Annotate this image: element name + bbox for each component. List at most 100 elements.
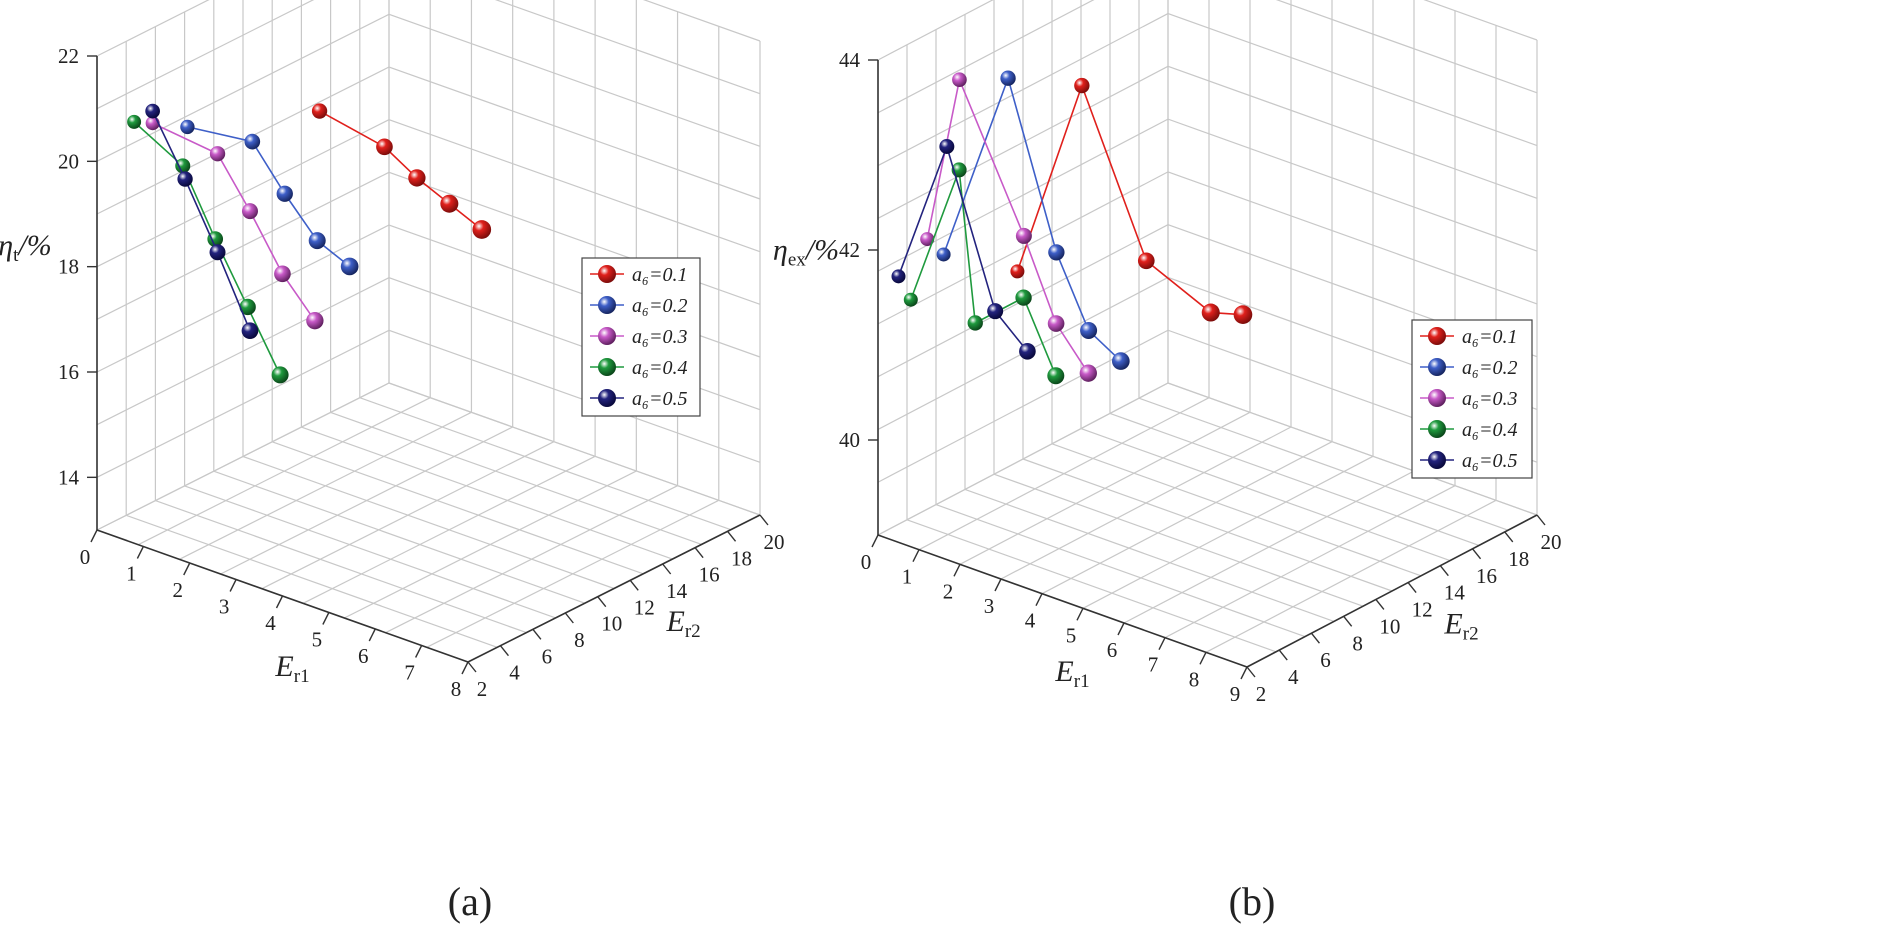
wall-grid-line: [96, 119, 761, 268]
z-axis-label-main: η: [773, 234, 788, 267]
x-tick-mark: [461, 661, 469, 675]
y-tick-mark: [597, 596, 607, 608]
x-tick-label: 4: [1025, 609, 1036, 633]
data-point-s5-2: [987, 303, 1004, 320]
floor-grid-line: [1080, 428, 1451, 562]
floor-grid-line: [125, 514, 498, 648]
floor-grid-line: [1109, 412, 1480, 546]
y-tick-label: 2: [477, 677, 488, 701]
data-point-s3-1: [306, 312, 324, 330]
x-axis-label-sub: r1: [1074, 671, 1090, 692]
wall-grid-line: [96, 329, 761, 478]
y-axis-label: Er2: [666, 605, 701, 642]
x-axis-label-main: E: [1054, 655, 1073, 688]
x-tick-mark: [953, 564, 961, 577]
data-point-s1-3: [1137, 252, 1155, 270]
legend-marker: [1428, 327, 1446, 345]
data-point-s4-3: [967, 315, 983, 331]
wall-grid-line: [877, 12, 1538, 167]
data-point-s1-5: [1010, 264, 1025, 279]
series-line-4: [133, 121, 281, 376]
data-point-s5-1: [1019, 342, 1036, 360]
x-tick-label: 3: [984, 594, 995, 618]
data-point-s4-5: [903, 292, 918, 307]
x-tick-mark: [1076, 608, 1084, 621]
y-tick-mark: [1407, 582, 1417, 593]
z-axis-label-main: η: [0, 229, 13, 262]
z-tick-label: 44: [839, 48, 861, 72]
y-tick-mark: [499, 645, 509, 657]
z-tick-label: 40: [839, 428, 860, 452]
y-tick-label: 10: [601, 612, 622, 636]
wall-grid-line: [96, 0, 761, 57]
wall-grid-line: [877, 171, 1538, 325]
z-tick-label: 22: [58, 44, 79, 68]
wall-grid-line: [96, 0, 761, 110]
data-point-s1-2: [1201, 303, 1220, 322]
y-tick-mark: [727, 530, 737, 542]
legend-label: a₆=0.1: [632, 264, 687, 286]
panel-caption: (a): [448, 879, 492, 924]
floor-grid-line: [155, 500, 527, 634]
y-tick-label: 8: [1352, 631, 1363, 655]
y-tick-label: 20: [764, 530, 785, 554]
wall-grid-line: [96, 13, 761, 162]
z-axis-label-suffix: /%: [804, 234, 839, 267]
y-axis-label-sub: r2: [685, 621, 701, 642]
legend-marker: [598, 265, 616, 283]
x-axis-label-main: E: [274, 650, 293, 683]
data-point-s5-4: [145, 103, 160, 119]
legend-marker: [598, 327, 616, 345]
legend-label: a₆=0.1: [1462, 326, 1517, 348]
x-tick-label: 2: [173, 578, 184, 602]
data-point-s2-2: [1080, 321, 1098, 339]
y-axis-label: Er2: [1443, 607, 1478, 644]
wall-grid-line: [877, 0, 1538, 61]
floor-grid-line: [359, 397, 732, 531]
data-layer: [127, 103, 492, 384]
floor-grid-line: [1051, 443, 1422, 577]
y-tick-label: 18: [1508, 547, 1529, 571]
floor-grid-line: [964, 488, 1335, 622]
wall-grid-line: [96, 66, 761, 215]
panel-caption: (b): [1229, 879, 1276, 924]
floor-grid-line: [271, 441, 644, 575]
y-tick-mark: [1246, 666, 1256, 678]
x-tick-label: 8: [451, 677, 462, 701]
y-tick-mark: [467, 661, 477, 673]
x-axis-line: [877, 534, 1248, 668]
y-tick-mark: [1278, 649, 1288, 661]
data-point-s2-4: [1000, 70, 1016, 86]
y-axis-line: [1246, 514, 1538, 668]
x-tick-label: 7: [404, 661, 415, 685]
legend-label: a₆=0.5: [1462, 450, 1517, 472]
floor-grid-line: [301, 426, 673, 560]
data-point-s1-4: [376, 138, 393, 156]
y-tick-label: 18: [731, 546, 752, 570]
data-point-s3-2: [274, 265, 291, 283]
data-point-s1-5: [311, 103, 328, 119]
x-tick-mark: [1117, 622, 1125, 636]
grid-lines: [96, 0, 761, 663]
x-tick-mark: [414, 645, 423, 658]
x-tick-mark: [136, 546, 145, 559]
data-point-s1-3: [408, 169, 426, 187]
series-line-5: [897, 143, 1029, 352]
x-tick-label: 6: [1107, 638, 1118, 662]
y-tick-label: 10: [1379, 614, 1400, 638]
data-point-s2-3: [1048, 244, 1065, 261]
x-tick-label: 1: [902, 565, 913, 589]
data-point-s5-3: [177, 171, 193, 187]
legend-marker: [598, 358, 616, 376]
x-tick-mark: [994, 578, 1002, 592]
z-axis-label-sub: t: [13, 245, 19, 266]
y-tick-label: 20: [1541, 530, 1562, 554]
y-tick-mark: [1439, 565, 1449, 577]
x-tick-label: 7: [1148, 653, 1159, 677]
x-axis-label: Er1: [1054, 655, 1089, 692]
legend-label: a₆=0.3: [1462, 388, 1517, 410]
y-tick-mark: [532, 628, 542, 640]
x-tick-label: 1: [126, 562, 137, 586]
z-tick-label: 20: [58, 149, 79, 173]
